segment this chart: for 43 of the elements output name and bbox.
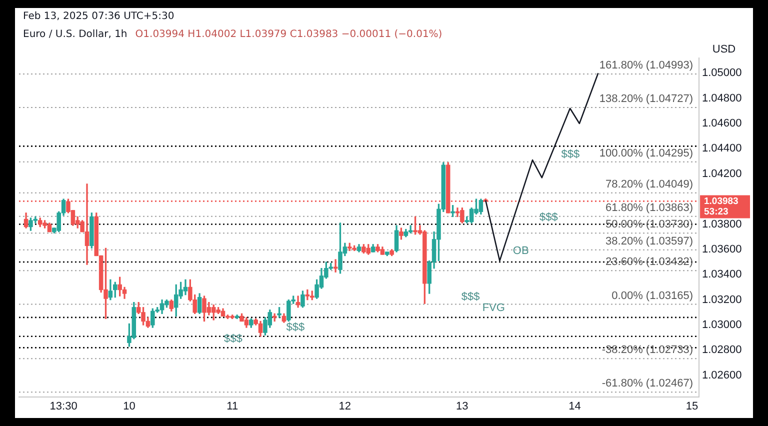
ref-line-label: 138.20% (1.04727) — [599, 93, 693, 106]
ref-line-label: 78.20% (1.04049) — [606, 178, 693, 190]
ref-line-label: 100.00% (1.04295) — [599, 147, 693, 160]
annotation: $$$ — [461, 290, 480, 303]
y-tick-label: 1.04800 — [702, 92, 742, 104]
y-tick-label: 1.03000 — [702, 319, 742, 332]
y-tick-label: 1.03600 — [702, 243, 742, 256]
ref-line-label: 61.80% (1.03863) — [606, 202, 693, 214]
ref-line-label: 23.60% (1.03432) — [606, 256, 693, 268]
annotation: $$$ — [561, 148, 580, 161]
y-axis-title: USD — [712, 44, 736, 56]
x-tick-label: 10 — [123, 400, 136, 412]
x-tick-label: 13 — [456, 400, 468, 412]
x-tick-label: 11 — [226, 400, 238, 412]
y-tick-label: 1.03800 — [702, 218, 742, 230]
ref-line-label: -38.20% (1.02733) — [602, 344, 693, 356]
y-tick-label: 1.04400 — [702, 142, 742, 155]
x-tick-label: 15 — [686, 400, 698, 412]
x-tick-label: 14 — [568, 400, 581, 412]
x-tick-label: 13:30 — [50, 400, 78, 412]
candlestick — [333, 259, 338, 272]
text: Feb 13, 2025 07:36 UTC+5:30 — [23, 11, 174, 22]
y-tick-label: 1.04200 — [702, 168, 742, 180]
ref-line-label: 0.00% (1.03165) — [612, 290, 693, 302]
ref-line-label: 1.03983 53:23 — [704, 196, 738, 218]
chart-title: Euro / U.S. Dollar, 1h — [23, 29, 128, 40]
chart-subtitle: O1.03994 H1.04002 L1.03979 C1.03983 −0.00011 (−0.01%) — [135, 29, 442, 40]
y-tick-label: 1.03200 — [702, 294, 742, 306]
ref-line-label: 50.00% (1.03730) — [606, 218, 693, 231]
y-tick-label: 1.04600 — [702, 118, 742, 130]
annotation: $$$ — [540, 211, 558, 224]
ref-line-label: 161.80% (1.04993) — [599, 60, 693, 72]
x-tick-label: 12 — [338, 400, 352, 412]
annotation: OB — [512, 245, 529, 258]
annotation: $$$ — [286, 321, 305, 334]
ref-line-label: -61.80% (1.02467) — [602, 378, 693, 390]
y-tick-label: 1.02800 — [702, 344, 742, 356]
y-tick-label: 1.02600 — [702, 369, 742, 382]
annotation: FVG — [482, 302, 505, 314]
ref-line-label: 38.20% (1.03597) — [606, 235, 693, 248]
y-tick-label: 1.05000 — [702, 67, 742, 80]
annotation: $$$ — [224, 333, 242, 346]
y-tick-label: 1.03400 — [702, 268, 742, 281]
